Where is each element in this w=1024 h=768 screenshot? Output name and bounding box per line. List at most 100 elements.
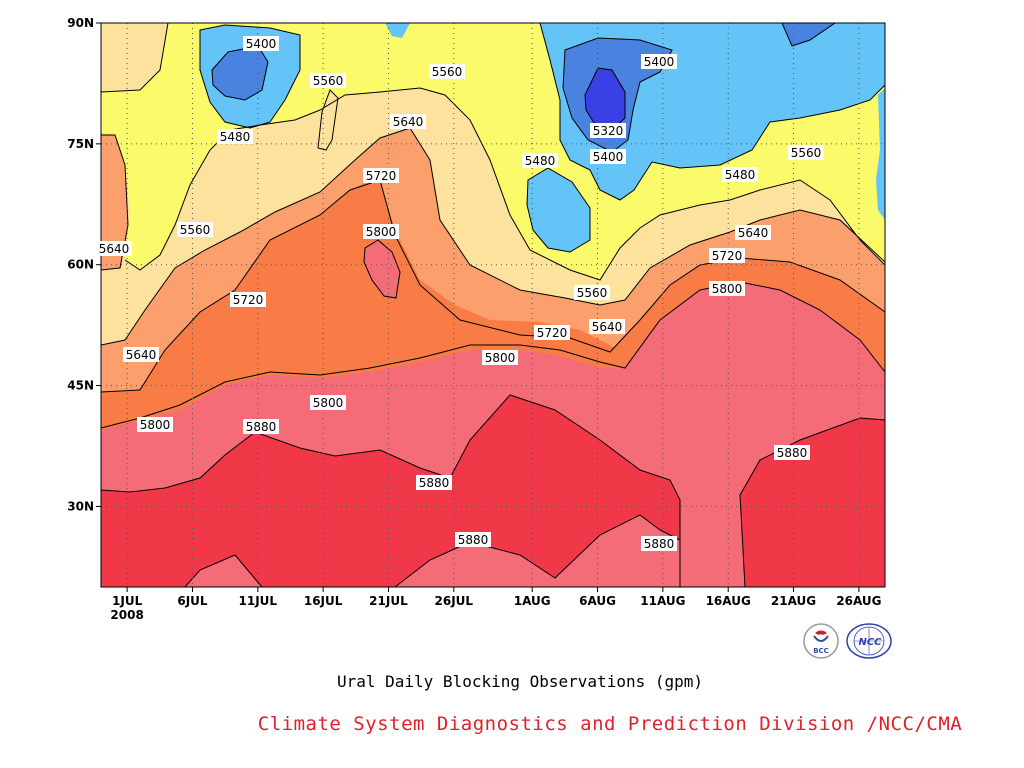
contour-label-box: [310, 395, 346, 410]
contour-label: 5320: [593, 124, 624, 138]
chart-caption: Ural Daily Blocking Observations (gpm): [336, 672, 704, 691]
x-tick-label: 1AUG: [514, 594, 551, 608]
bcc-logo: BCC: [803, 623, 839, 659]
band-5800-pocket: [364, 240, 400, 298]
contour-label: 5400: [593, 150, 624, 164]
contour-label: 5800: [485, 351, 516, 365]
x-tick-label: 21AUG: [771, 594, 816, 608]
contour-label: 5560: [791, 146, 822, 160]
contour-5320: [584, 67, 626, 131]
contour-label-box: [243, 36, 279, 51]
contour-label-box: [590, 149, 626, 164]
contour-label-box: [482, 350, 518, 365]
contour-label: 5880: [644, 537, 675, 551]
band-above-5880-left: [101, 395, 680, 587]
contour-5480-right: [539, 23, 885, 201]
contour-label-box: [709, 281, 745, 296]
contour-label: 5480: [220, 130, 251, 144]
ncc-logo: NCC: [846, 623, 892, 659]
contour-label: 5720: [537, 326, 568, 340]
contour-label: 5560: [432, 65, 463, 79]
contour-label: 5640: [99, 242, 130, 256]
contour-5560-tongue: [317, 89, 339, 151]
contour-label-box: [574, 285, 610, 300]
contour-label: 5800: [712, 282, 743, 296]
contour-label: 5720: [233, 293, 264, 307]
contour-label: 5800: [140, 418, 171, 432]
contour-5400-right: [562, 37, 673, 153]
x-year-label: 2008: [110, 608, 143, 622]
band-5720-5800-center: [101, 180, 625, 428]
contour-label-box: [416, 475, 452, 490]
contour-label-box: [429, 64, 465, 79]
contour-5560: [101, 23, 169, 93]
contour-5400-left: [211, 45, 269, 101]
contour-label-box: [534, 325, 570, 340]
x-tick-label: 16AUG: [706, 594, 751, 608]
contour-5640: [101, 127, 885, 346]
x-tick-label: 11AUG: [640, 594, 685, 608]
x-tick-label: 16JUL: [304, 594, 343, 608]
contour-label: 5880: [777, 446, 808, 460]
contour-label: 5480: [725, 168, 756, 182]
contour-label-box: [641, 536, 677, 551]
contour-label: 5400: [246, 37, 277, 51]
contour-label-box: [230, 292, 266, 307]
contour-5800-pocket: [363, 239, 401, 299]
contour-label: 5640: [126, 348, 157, 362]
y-tick-label: 60N: [67, 258, 94, 272]
contour-label: 5400: [644, 55, 675, 69]
y-axis: 30N 45N 60N 75N 90N: [67, 16, 101, 513]
contour-label: 5800: [313, 396, 344, 410]
plot-frame: [100, 22, 886, 588]
y-tick-label: 90N: [67, 16, 94, 30]
contour-label: 5560: [313, 74, 344, 88]
contour-label-box: [96, 241, 132, 256]
x-tick-label: 26AUG: [836, 594, 881, 608]
contour-label-box: [589, 319, 625, 334]
bcc-logo-text: BCC: [813, 647, 829, 655]
band-5560-5640-tongue: [318, 90, 338, 150]
contour-labels: 5400 5560 5560 5480 5640 5720 5800 5560 5640 5720…: [96, 36, 824, 551]
contour-label: 5640: [393, 115, 424, 129]
band-5400-5480-island: [527, 168, 590, 252]
x-tick-label: 6JUL: [177, 594, 208, 608]
contour-5800: [101, 281, 885, 429]
contour-5480-left: [199, 24, 301, 129]
contour-label-box: [177, 222, 213, 237]
contour-label-box: [788, 145, 824, 160]
contour-label-box: [310, 73, 346, 88]
x-tick-label: 11JUL: [239, 594, 278, 608]
contour-label-box: [522, 153, 558, 168]
x-tick-label: 6AUG: [579, 594, 616, 608]
contour-label-box: [722, 167, 758, 182]
y-tick-label: 30N: [67, 499, 94, 513]
contour-label-box: [709, 248, 745, 263]
contour-5880-pocket2: [394, 514, 681, 587]
contour-label-box: [641, 54, 677, 69]
credit-caption: Climate System Diagnostics and Predictio…: [257, 713, 963, 735]
contour-5560-mid: [124, 87, 885, 281]
contour-label-box: [363, 168, 399, 183]
contour-5480-island: [526, 167, 591, 253]
contour-label-box: [735, 225, 771, 240]
x-tick-label: 21JUL: [369, 594, 408, 608]
contour-label-box: [455, 532, 491, 547]
contour-label-box: [217, 129, 253, 144]
contour-label: 5720: [366, 169, 397, 183]
y-tick-label: 45N: [67, 379, 94, 393]
contour-label: 5560: [180, 223, 211, 237]
band-5320-5400-ne: [782, 23, 835, 46]
contour-5400-ne: [781, 23, 836, 47]
contour-5640-left: [101, 134, 129, 271]
contour-5880-left: [101, 394, 681, 587]
contour-label: 5720: [712, 249, 743, 263]
contour-label: 5880: [458, 533, 489, 547]
contour-label-box: [774, 445, 810, 460]
contour-label: 5800: [366, 225, 397, 239]
x-tick-label: 26JUL: [435, 594, 474, 608]
band-5400-5480-top: [385, 23, 410, 38]
ncc-logo-text: NCC: [858, 637, 882, 648]
